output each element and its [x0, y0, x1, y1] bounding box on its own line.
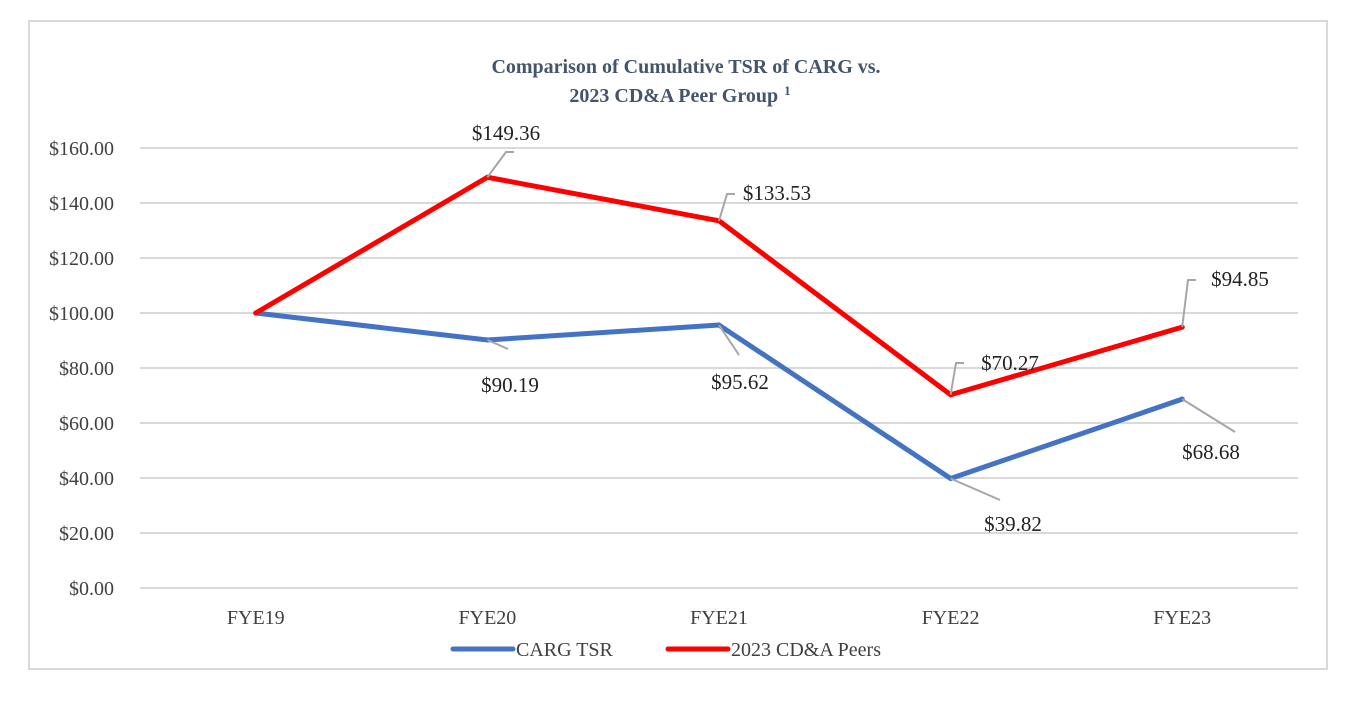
- leader-line: [718, 324, 740, 356]
- series-line: [253, 310, 1185, 481]
- y-tick-label: $120.00: [49, 248, 114, 270]
- y-tick-label: $40.00: [59, 468, 114, 490]
- data-label: $149.36: [472, 121, 540, 145]
- x-tick-label: FYE21: [690, 607, 748, 629]
- leader-line: [486, 151, 514, 178]
- chart-title-footnote-mark: 1: [784, 83, 791, 98]
- data-label: $90.19: [481, 373, 539, 397]
- leader-line: [718, 193, 735, 222]
- legend-label: 2023 CD&A Peers: [731, 639, 881, 661]
- data-label: $39.82: [984, 512, 1042, 536]
- data-label: $133.53: [743, 181, 811, 205]
- leader-line: [486, 339, 509, 350]
- data-point: [253, 310, 259, 316]
- y-tick-label: $0.00: [69, 578, 114, 600]
- chart-title-line2: 2023 CD&A Peer Group 1: [569, 83, 790, 107]
- y-tick-label: $20.00: [59, 523, 114, 545]
- x-axis: FYE19 FYE20 FYE21 FYE22 FYE23: [227, 607, 1211, 629]
- y-tick-label: $140.00: [49, 193, 114, 215]
- x-tick-label: FYE23: [1153, 607, 1211, 629]
- series-line: [253, 174, 1185, 398]
- data-label: $70.27: [981, 351, 1039, 375]
- y-tick-label: $80.00: [59, 358, 114, 380]
- chart-title-line2-text: 2023 CD&A Peer Group: [569, 85, 778, 107]
- x-tick-label: FYE20: [459, 607, 517, 629]
- y-tick-label: $60.00: [59, 413, 114, 435]
- leader-line: [1181, 279, 1196, 328]
- data-labels: $90.19 $95.62 $39.82 $68.68 $149.36 $133.53 $7…: [472, 121, 1269, 536]
- leader-line: [1181, 398, 1236, 433]
- chart-title-line1: Comparison of Cumulative TSR of CARG vs.: [491, 56, 880, 78]
- data-label: $94.85: [1211, 267, 1269, 291]
- label-leader-lines: [486, 151, 1236, 501]
- legend: CARG TSR 2023 CD&A Peers: [450, 639, 881, 661]
- data-label: $95.62: [711, 370, 769, 394]
- x-tick-label: FYE22: [922, 607, 980, 629]
- leader-line: [950, 477, 1001, 501]
- x-tick-label: FYE19: [227, 607, 285, 629]
- y-tick-label: $100.00: [49, 303, 114, 325]
- data-label: $68.68: [1182, 440, 1240, 464]
- y-axis: $0.00 $20.00 $40.00 $60.00 $80.00 $100.00 $120…: [49, 138, 114, 600]
- legend-label: CARG TSR: [516, 639, 614, 661]
- gridlines: [140, 147, 1298, 589]
- y-tick-label: $160.00: [49, 138, 114, 160]
- chart-frame: [28, 20, 1328, 670]
- leader-line: [949, 362, 964, 395]
